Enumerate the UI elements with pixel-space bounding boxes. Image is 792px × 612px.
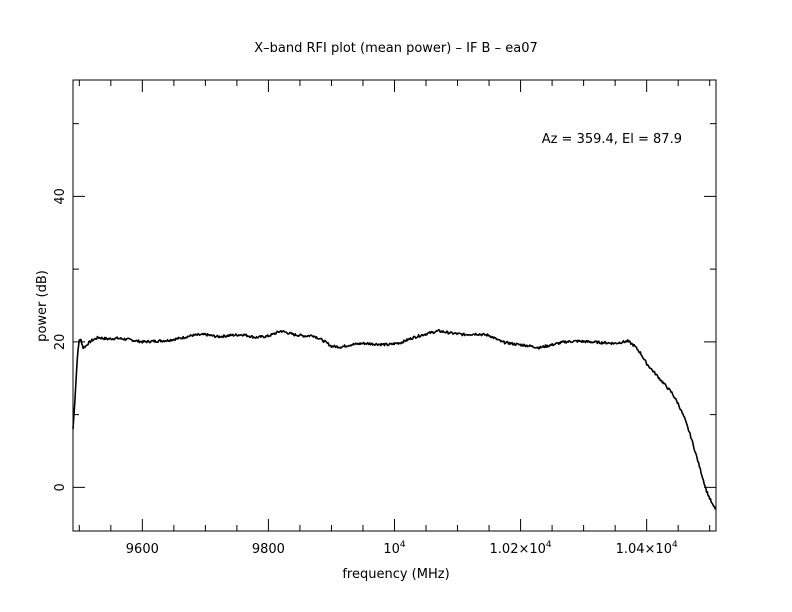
x-tick-label-base: 1.02×10 [490, 542, 546, 557]
x-tick-label: 9600 [126, 542, 159, 557]
x-tick-label-exponent: 4 [400, 540, 406, 550]
x-tick-label-base: 9600 [126, 542, 159, 557]
az-el-annotation: Az = 359.4, El = 87.9 [542, 132, 682, 147]
plot-frame [72, 79, 717, 532]
x-tick-label: 1.02×104 [490, 540, 552, 557]
y-axis-label: power (dB) [35, 270, 50, 342]
x-tick-label-exponent: 4 [546, 540, 552, 550]
minor-ticks [73, 80, 716, 531]
y-tick-label: 0 [53, 483, 68, 491]
y-tick-label: 40 [53, 188, 68, 205]
power-series-line [72, 328, 717, 510]
x-tick-label-base: 10 [383, 542, 400, 557]
x-tick-label-base: 9800 [252, 542, 285, 557]
chart-title: X–band RFI plot (mean power) – IF B – ea… [254, 41, 538, 56]
x-tick-label-exponent: 4 [672, 540, 678, 550]
x-axis-label: frequency (MHz) [342, 567, 449, 582]
x-axis-ticks: 9600 9800 104 1.02×104 1.04×104 [126, 80, 678, 557]
y-axis-ticks: 0 20 40 [53, 188, 716, 491]
y-tick-label: 20 [53, 334, 68, 351]
x-tick-label-base: 1.04×10 [616, 542, 672, 557]
x-tick-label: 1.04×104 [616, 540, 678, 557]
x-tick-label: 104 [383, 540, 406, 557]
x-tick-label: 9800 [252, 542, 285, 557]
